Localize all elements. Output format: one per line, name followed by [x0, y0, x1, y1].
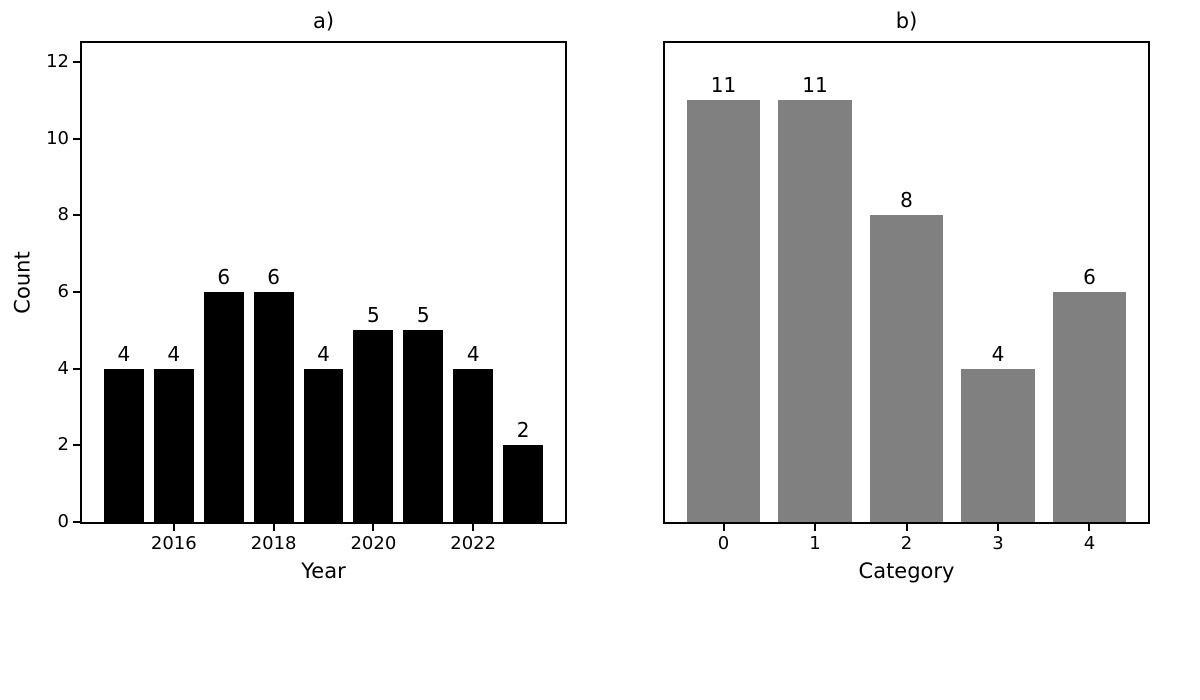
panel-a-axes: a) Count Year 4 4 6 6 4 5 5 4 2 2016 2018 2020 2022 0… [11, 9, 567, 583]
ytick-mark-a-2 [73, 444, 80, 447]
bar-value-label-b-1: 11 [802, 73, 828, 98]
bar-a-2018 [253, 292, 294, 522]
bar-value-label-a-2021: 5 [416, 303, 430, 328]
xtick-mark-b-1 [814, 524, 817, 531]
xtick-mark-a-2022 [472, 524, 475, 531]
bar-value-label-a-2020: 5 [367, 303, 380, 328]
xtick-mark-b-0 [722, 524, 725, 531]
ytick-label-a-4: 4 [57, 357, 69, 379]
panel-a-ylabel: Count [10, 251, 35, 314]
bar-value-label-a-2015: 4 [117, 341, 131, 366]
ytick-mark-a-4 [73, 367, 80, 370]
bar-a-2019 [303, 368, 344, 522]
bar-value-label-a-2023: 2 [516, 418, 530, 443]
xtick-label-b-0: 0 [717, 533, 730, 554]
bar-value-label-b-0: 11 [710, 73, 737, 98]
ytick-label-a-10: 10 [46, 127, 69, 149]
bar-b-0 [686, 100, 761, 522]
bar-a-2015 [103, 368, 144, 522]
ytick-label-a-2: 2 [57, 434, 69, 456]
ytick-mark-a-12 [73, 61, 80, 64]
xtick-mark-a-2020 [372, 524, 375, 531]
bar-value-label-a-2016: 4 [167, 341, 181, 366]
xtick-mark-a-2016 [172, 524, 175, 531]
bar-a-2023 [503, 445, 544, 522]
bar-b-4 [1052, 292, 1127, 522]
panel-b-axes: b) Category 11 11 8 4 6 0 1 2 3 4 [663, 9, 1150, 583]
ytick-label-a-12: 12 [46, 51, 69, 73]
xtick-mark-b-4 [1088, 524, 1091, 531]
bar-a-2021 [403, 330, 444, 522]
panel-a-xlabel: Year [301, 559, 346, 583]
panel-a-title: a) [312, 9, 335, 33]
xtick-label-a-2020: 2020 [350, 533, 397, 554]
bar-value-label-a-2017: 6 [217, 265, 231, 290]
bar-a-2022 [453, 368, 494, 522]
panel-b-title: b) [895, 9, 918, 33]
bar-b-3 [961, 368, 1035, 522]
ytick-mark-a-8 [73, 214, 80, 217]
bar-value-label-b-2: 8 [900, 188, 913, 213]
bar-value-label-b-3: 4 [991, 341, 1005, 366]
bar-value-label-a-2018: 6 [267, 265, 280, 290]
bar-a-2016 [153, 368, 194, 522]
xtick-label-b-4: 4 [1083, 533, 1096, 554]
xtick-label-a-2018: 2018 [250, 533, 297, 554]
bar-b-1 [778, 100, 852, 522]
xtick-mark-b-2 [905, 524, 908, 531]
xtick-label-a-2022: 2022 [450, 533, 497, 554]
bar-a-2020 [353, 330, 394, 522]
ytick-mark-a-6 [73, 291, 80, 294]
xtick-mark-b-3 [996, 524, 999, 531]
ytick-label-a-0: 0 [57, 511, 69, 532]
ytick-mark-a-0 [73, 521, 80, 523]
panel-b-xlabel: Category [858, 559, 955, 583]
ytick-label-a-6: 6 [57, 281, 69, 303]
xtick-label-b-2: 2 [900, 533, 913, 554]
bar-value-label-a-2019: 4 [317, 341, 330, 366]
xtick-label-a-2016: 2016 [150, 533, 197, 554]
xtick-mark-a-2018 [272, 524, 275, 531]
xtick-label-b-3: 3 [992, 533, 1004, 554]
xtick-label-b-1: 1 [809, 533, 821, 554]
bar-b-2 [869, 215, 944, 522]
bar-a-2017 [203, 292, 244, 522]
panel-a-ylabel-wrap: Count [6, 43, 40, 522]
ytick-mark-a-10 [73, 137, 80, 140]
bar-value-label-a-2022: 4 [466, 341, 480, 366]
bar-value-label-b-4: 6 [1083, 265, 1096, 290]
ytick-label-a-8: 8 [57, 204, 69, 226]
